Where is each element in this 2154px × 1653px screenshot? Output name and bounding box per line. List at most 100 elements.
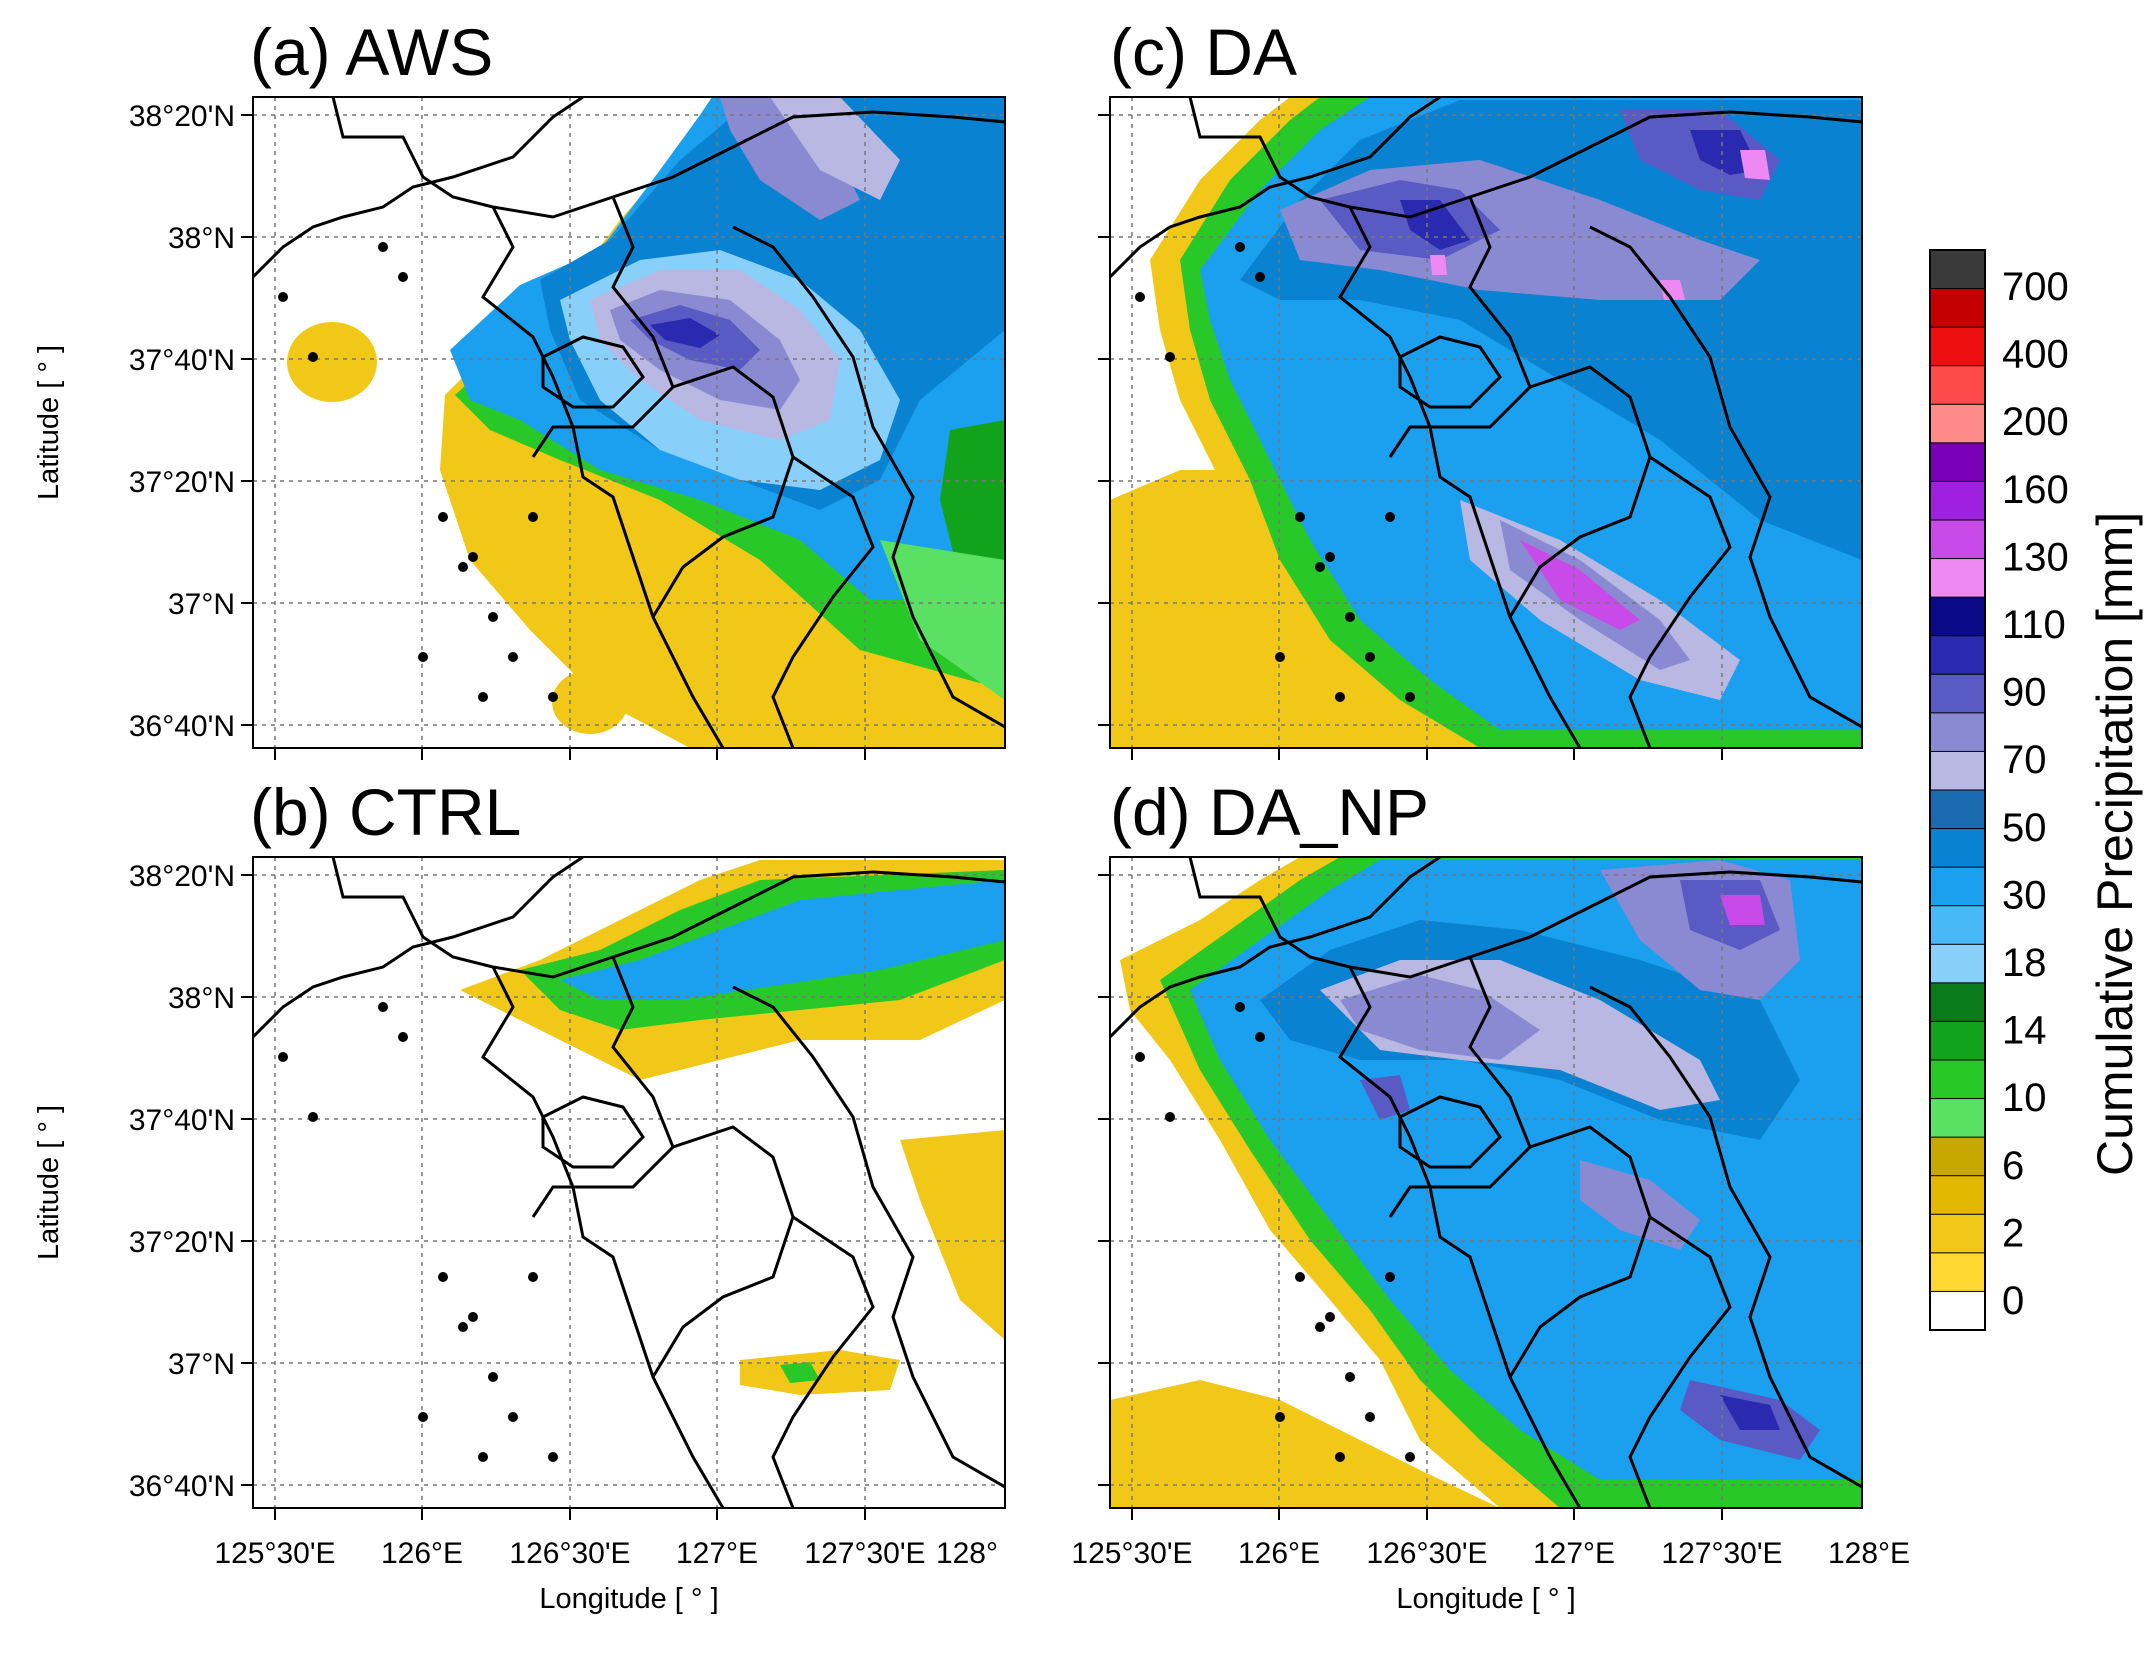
island — [1295, 1272, 1305, 1282]
lat-tick-label: 37°N — [168, 588, 235, 621]
colorbar-swatch — [1929, 982, 1986, 1023]
island — [308, 352, 318, 362]
colorbar-swatch — [1929, 480, 1986, 521]
island — [438, 1272, 448, 1282]
lat-tick-label: 38°N — [168, 222, 235, 255]
colorbar-swatch — [1929, 249, 1986, 290]
panel-b-frame — [252, 856, 1006, 1509]
lat-tick-label: 37°40'N — [129, 1104, 235, 1137]
island — [1315, 1322, 1325, 1332]
colorbar-swatch — [1929, 365, 1986, 406]
island — [418, 652, 428, 662]
province-boundary — [531, 196, 675, 458]
colorbar-swatch — [1929, 789, 1986, 830]
colorbar-swatch — [1929, 712, 1986, 753]
island — [1405, 1452, 1415, 1462]
panel-d-overlay — [1110, 857, 1862, 1508]
lat-tick-label: 38°20'N — [129, 100, 235, 133]
island — [1255, 1032, 1265, 1042]
island — [398, 1032, 408, 1042]
lon-tick-label: 127°30'E — [1661, 1537, 1782, 1570]
lon-tick-label: 125°30'E — [214, 1537, 335, 1570]
colorbar-swatch — [1929, 326, 1986, 367]
island — [418, 1412, 428, 1422]
island — [478, 692, 488, 702]
colorbar-label: 110 — [2002, 603, 2066, 647]
colorbar-swatch — [1929, 635, 1986, 676]
colorbar-label: 10 — [2002, 1076, 2047, 1120]
island — [1385, 1272, 1395, 1282]
island — [528, 1272, 538, 1282]
province-boundary — [1388, 196, 1532, 458]
province-boundary — [1589, 985, 1862, 1489]
island — [1365, 1412, 1375, 1422]
panel-d-title: (d) DA_NP — [1110, 775, 1429, 849]
lat-tick-label: 36°40'N — [129, 1470, 235, 1503]
island — [458, 562, 468, 572]
panel-c: (c) DA — [1110, 15, 1862, 748]
axes-layer: 38°20'N 38°N 37°40'N 37°20'N 37°N 36°40'N Lati… — [33, 96, 1910, 1615]
lon-tick-label: 126°30'E — [509, 1537, 630, 1570]
island — [458, 1322, 468, 1332]
island — [468, 1312, 478, 1322]
island — [1335, 1452, 1345, 1462]
province-boundary — [1349, 870, 1862, 979]
island — [1165, 1112, 1175, 1122]
colorbar-label: 50 — [2002, 806, 2047, 850]
colorbar-label: 200 — [2002, 400, 2069, 444]
panel-d: (d) DA_NP — [1110, 775, 1862, 1508]
colorbar-label: 160 — [2002, 468, 2069, 512]
lat-tick-label: 37°40'N — [129, 344, 235, 377]
colorbar-label: 18 — [2002, 941, 2047, 985]
island — [1275, 652, 1285, 662]
colorbar-swatch — [1929, 750, 1986, 792]
lon-tick-label: 126°30'E — [1366, 1537, 1487, 1570]
coastline — [253, 857, 584, 1039]
panel-b-title: (b) CTRL — [250, 775, 521, 849]
y-axis-label: Latitude [ ° ] — [33, 1105, 65, 1260]
island — [1235, 1002, 1245, 1012]
colorbar-label: 30 — [2002, 873, 2047, 917]
panel-a: (a) AWS — [250, 15, 1005, 748]
colorbar-swatch — [1929, 288, 1986, 329]
island — [1135, 292, 1145, 302]
province-boundary — [651, 365, 795, 618]
colorbar-swatch — [1929, 1175, 1986, 1216]
island — [308, 1112, 318, 1122]
island — [528, 512, 538, 522]
colorbar-label: 400 — [2002, 333, 2069, 377]
island — [508, 652, 518, 662]
coastlines-gridlines-layer — [253, 97, 1862, 1508]
island — [438, 512, 448, 522]
panel-a-overlay — [253, 97, 1005, 748]
lon-tick-label: 127°E — [676, 1537, 758, 1570]
coastline — [253, 97, 584, 279]
island — [1255, 272, 1265, 282]
island — [1165, 352, 1175, 362]
province-boundary — [732, 985, 1005, 1489]
lat-tick-label: 37°20'N — [129, 466, 235, 499]
panel-c-frame — [1109, 96, 1863, 749]
panel-d-frame — [1109, 856, 1863, 1509]
island — [278, 292, 288, 302]
island — [1275, 1412, 1285, 1422]
colorbar-label: 700 — [2002, 265, 2069, 309]
province-boundary — [1388, 956, 1532, 1218]
colorbar-swatch — [1929, 442, 1986, 483]
lon-tick-label: 128°E — [1828, 1537, 1910, 1570]
province-boundary — [771, 455, 875, 748]
lon-tick-label: 127°E — [1533, 1537, 1615, 1570]
island — [1235, 242, 1245, 252]
colorbar-swatch — [1929, 519, 1986, 560]
panel-b: (b) CTRL — [250, 775, 1005, 1508]
coastline-west — [331, 97, 725, 748]
panel-a-frame — [252, 96, 1006, 749]
lon-tick-label: 127°30'E — [804, 1537, 925, 1570]
island — [378, 242, 388, 252]
colorbar-swatch — [1929, 1213, 1986, 1254]
province-boundary — [531, 956, 675, 1218]
lon-tick-label: 128° — [936, 1537, 998, 1570]
lon-tick-label: 126°E — [1238, 1537, 1320, 1570]
province-boundary — [1508, 365, 1652, 618]
